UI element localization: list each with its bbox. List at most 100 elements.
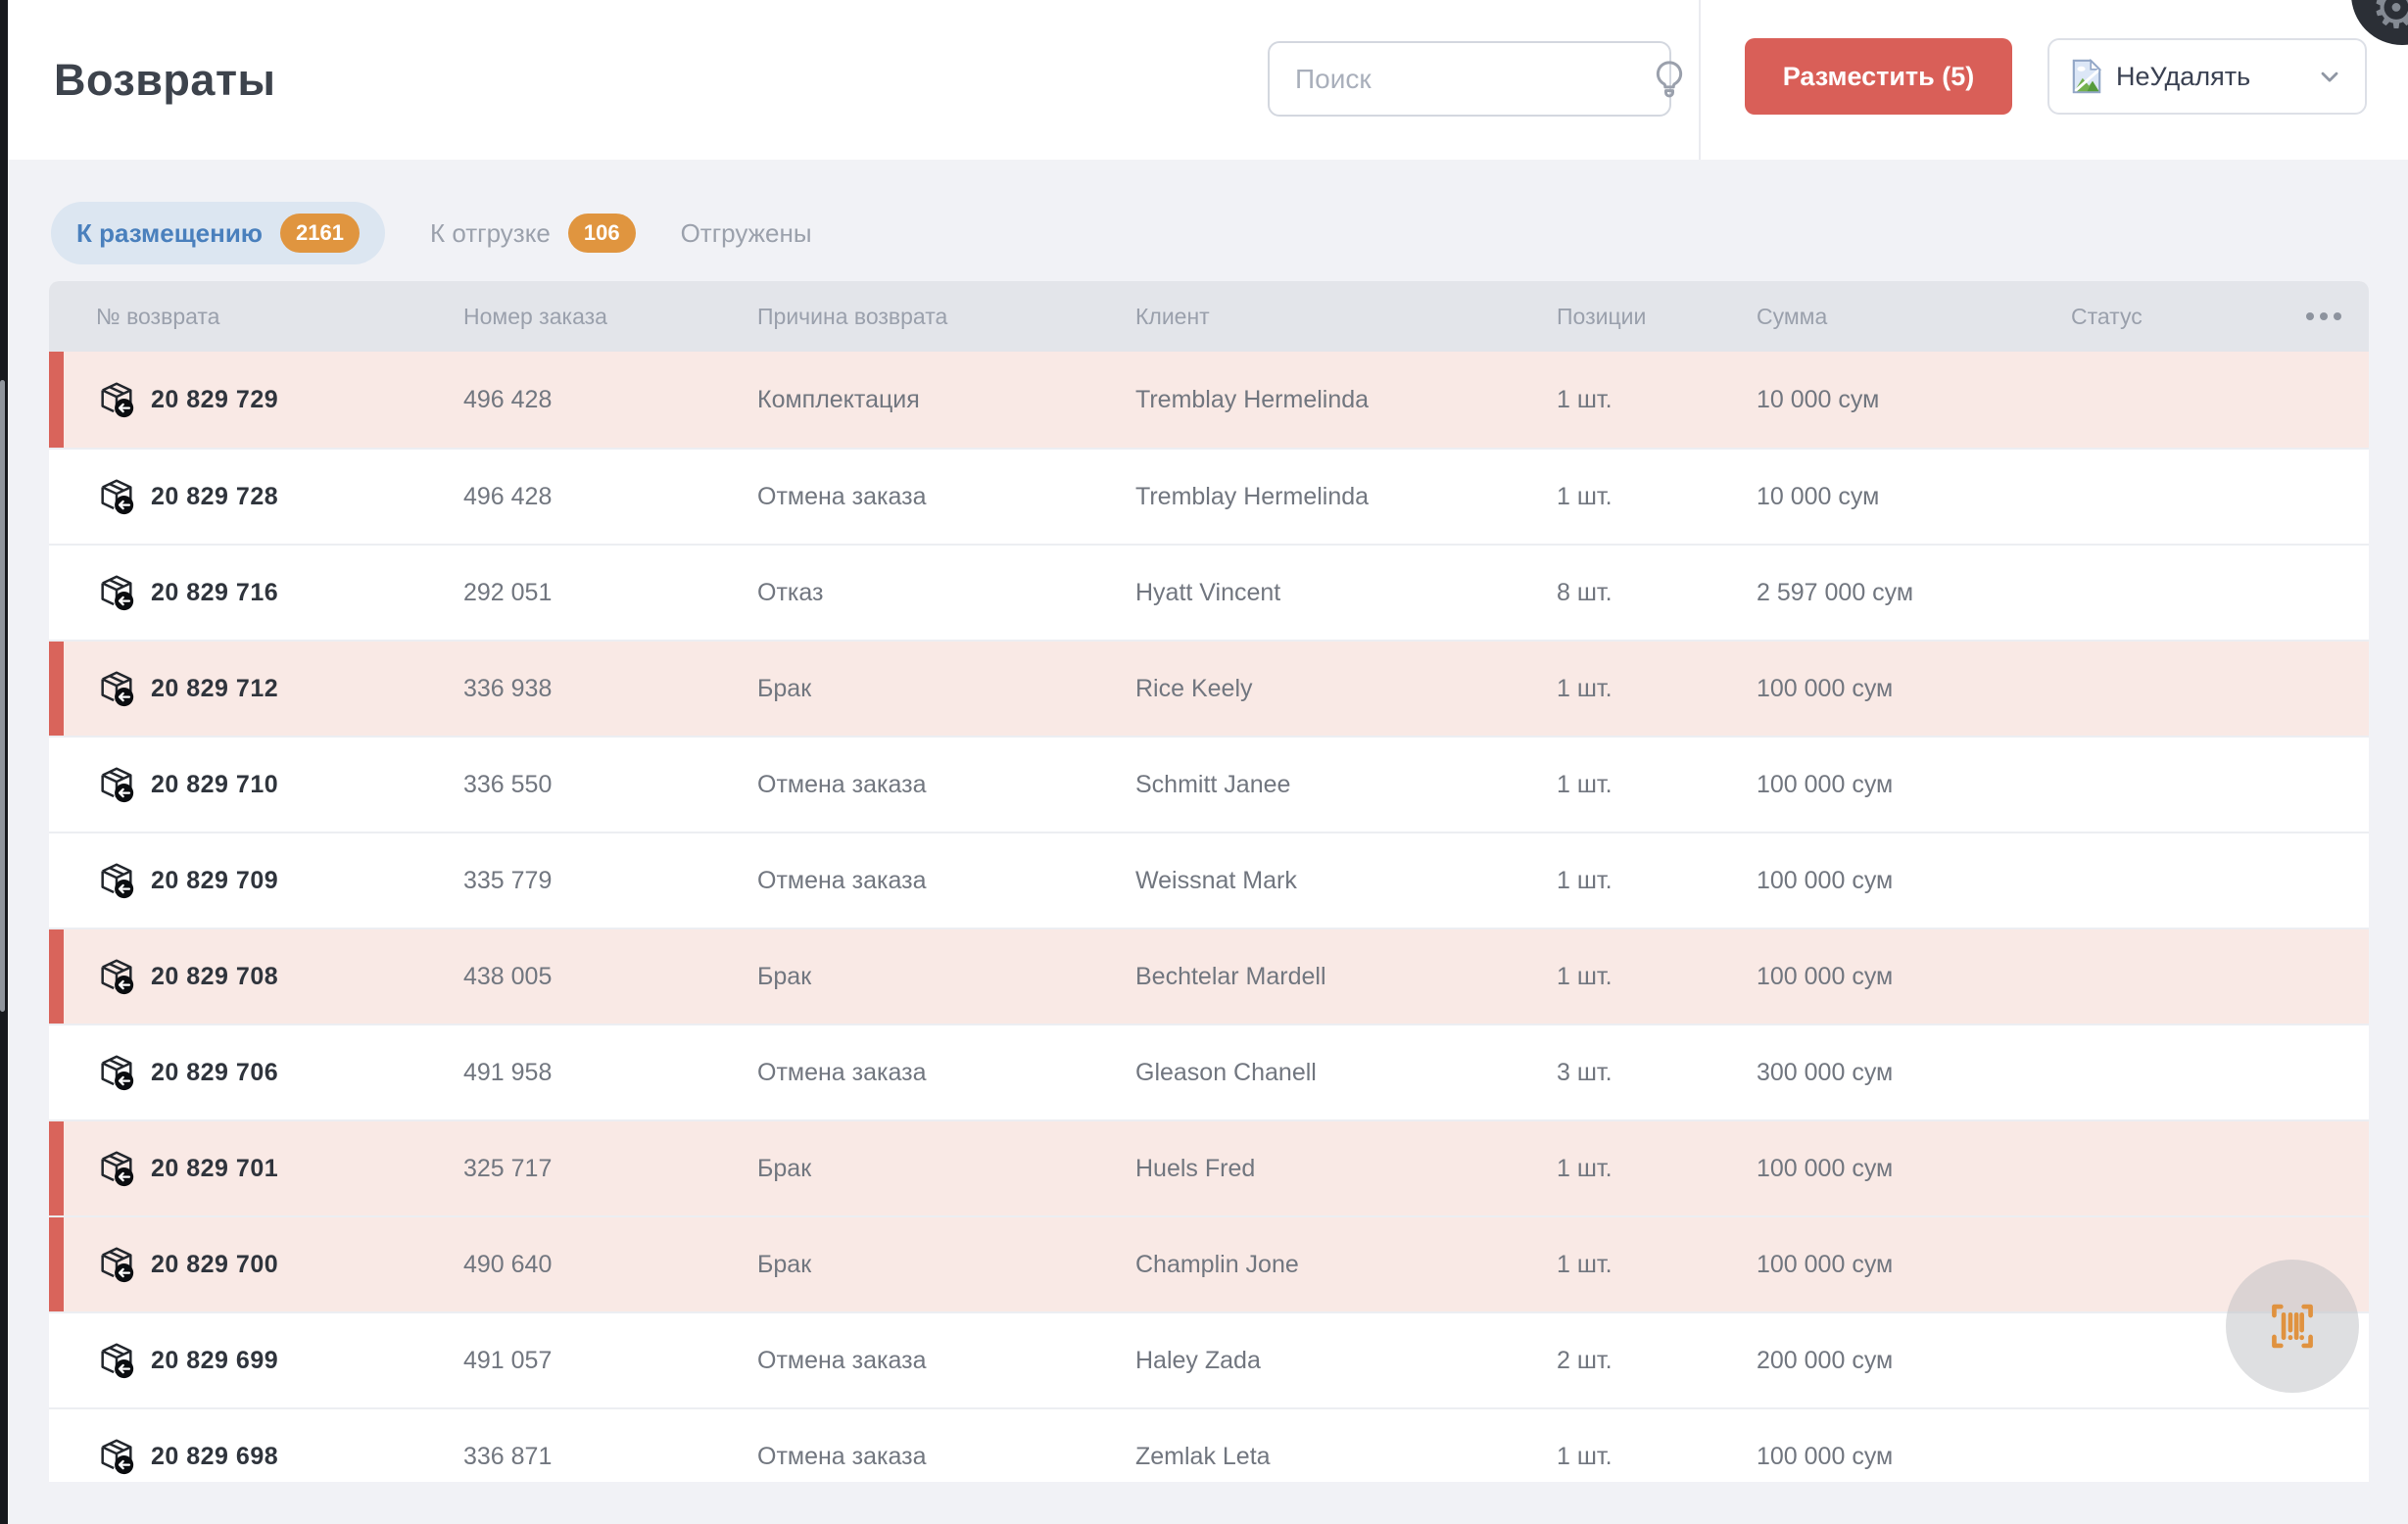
table-row[interactable]: 20 829 716 292 051 Отказ Hyatt Vincent 8… <box>49 544 2369 640</box>
positions: 1 шт. <box>1557 385 1613 413</box>
package-return-icon <box>101 863 134 899</box>
client-name: Huels Fred <box>1135 1154 1256 1182</box>
table-header-row: № возврата Номер заказа Причина возврата… <box>49 281 2369 352</box>
return-number: 20 829 710 <box>151 770 279 798</box>
dot <box>2306 312 2314 320</box>
sidebar-scrollbar[interactable] <box>0 380 5 1012</box>
table-row[interactable]: 20 829 728 496 428 Отмена заказа Trembla… <box>49 448 2369 544</box>
return-number: 20 829 699 <box>151 1346 279 1374</box>
columns-menu-button[interactable] <box>2306 312 2349 320</box>
return-reason: Отмена заказа <box>757 1346 927 1374</box>
client-name: Rice Keely <box>1135 674 1253 702</box>
package-return-icon <box>101 1343 134 1379</box>
order-number: 336 871 <box>463 1442 553 1470</box>
order-number: 491 958 <box>463 1058 553 1086</box>
client-name: Zemlak Leta <box>1135 1442 1271 1470</box>
lightbulb-icon <box>1656 60 1683 97</box>
amount: 100 000 сум <box>1757 1250 1894 1278</box>
return-number: 20 829 728 <box>151 482 279 510</box>
table-row[interactable]: 20 829 700 490 640 Брак Champlin Jone 1 … <box>49 1215 2369 1311</box>
dot <box>2334 312 2341 320</box>
package-return-icon <box>101 1439 134 1475</box>
search-box <box>1268 41 1683 117</box>
search-input[interactable] <box>1270 63 1649 95</box>
positions: 1 шт. <box>1557 1154 1613 1182</box>
client-name: Tremblay Hermelinda <box>1135 482 1370 510</box>
amount: 10 000 сум <box>1757 385 1880 413</box>
client-name: Champlin Jone <box>1135 1250 1299 1278</box>
chevron-down-icon <box>2321 71 2338 82</box>
dot <box>2320 312 2328 320</box>
return-reason: Отмена заказа <box>757 1058 927 1086</box>
amount: 300 000 сум <box>1757 1058 1894 1086</box>
col-status: Статус <box>2071 303 2143 329</box>
col-reason: Причина возврата <box>757 303 948 329</box>
tab-to-place[interactable]: К размещению 2161 <box>51 202 385 264</box>
positions: 1 шт. <box>1557 674 1613 702</box>
client-name: Bechtelar Mardell <box>1135 962 1326 990</box>
table-row[interactable]: 20 829 708 438 005 Брак Bechtelar Mardel… <box>49 928 2369 1024</box>
col-return-no: № возврата <box>96 303 220 329</box>
return-reason: Отмена заказа <box>757 482 927 510</box>
table-row[interactable]: 20 829 712 336 938 Брак Rice Keely 1 шт.… <box>49 640 2369 736</box>
client-name: Tremblay Hermelinda <box>1135 385 1370 413</box>
page-title: Возвраты <box>54 55 276 105</box>
positions: 2 шт. <box>1557 1346 1613 1374</box>
table-row[interactable]: 20 829 699 491 057 Отмена заказа Haley Z… <box>49 1311 2369 1407</box>
return-reason: Брак <box>757 1250 812 1278</box>
amount: 10 000 сум <box>1757 482 1880 510</box>
return-number: 20 829 708 <box>151 962 279 990</box>
client-name: Weissnat Mark <box>1135 866 1297 894</box>
header-divider <box>1699 0 1701 160</box>
place-button[interactable]: Разместить (5) <box>1745 38 2012 115</box>
amount: 100 000 сум <box>1757 1442 1894 1470</box>
barcode-icon <box>2272 1304 2313 1349</box>
client-name: Haley Zada <box>1135 1346 1261 1374</box>
order-number: 336 550 <box>463 770 553 798</box>
table-row[interactable]: 20 829 710 336 550 Отмена заказа Schmitt… <box>49 736 2369 832</box>
positions: 8 шт. <box>1557 578 1613 606</box>
tab-count-badge: 106 <box>567 214 636 253</box>
package-return-icon <box>101 1055 134 1091</box>
tab-count-badge: 2161 <box>280 214 360 253</box>
gear-icon: ⚙ <box>2371 0 2408 40</box>
return-number: 20 829 706 <box>151 1058 279 1086</box>
amount: 100 000 сум <box>1757 770 1894 798</box>
amount: 200 000 сум <box>1757 1346 1894 1374</box>
return-reason: Отмена заказа <box>757 866 927 894</box>
package-return-icon <box>101 479 134 515</box>
col-order-no: Номер заказа <box>463 303 607 329</box>
return-reason: Отмена заказа <box>757 770 927 798</box>
tab-shipped[interactable]: Отгружены <box>681 202 812 264</box>
barcode-scan-fab[interactable] <box>2226 1260 2359 1393</box>
table-row[interactable]: 20 829 709 335 779 Отмена заказа Weissna… <box>49 832 2369 928</box>
tab-label: К размещению <box>76 217 264 248</box>
delete-dropdown-label: НеУдалять <box>2116 61 2251 91</box>
table-row[interactable]: 20 829 698 336 871 Отмена заказа Zemlak … <box>49 1407 2369 1482</box>
return-reason: Отмена заказа <box>757 1442 927 1470</box>
order-number: 325 717 <box>463 1154 553 1182</box>
return-number: 20 829 700 <box>151 1250 279 1278</box>
return-reason: Комплектация <box>757 385 920 413</box>
package-return-icon <box>101 1247 134 1283</box>
table-row[interactable]: 20 829 706 491 958 Отмена заказа Gleason… <box>49 1024 2369 1119</box>
positions: 1 шт. <box>1557 482 1613 510</box>
table-row[interactable]: 20 829 729 496 428 Комплектация Tremblay… <box>49 352 2369 448</box>
package-return-icon <box>101 1151 134 1187</box>
amount: 100 000 сум <box>1757 866 1894 894</box>
amount: 100 000 сум <box>1757 1154 1894 1182</box>
col-amount: Сумма <box>1757 303 1828 329</box>
client-name: Hyatt Vincent <box>1135 578 1281 606</box>
tab-to-ship[interactable]: К отгрузке 106 <box>430 202 636 264</box>
return-reason: Брак <box>757 962 812 990</box>
order-number: 336 938 <box>463 674 553 702</box>
return-reason: Отказ <box>757 578 824 606</box>
status-tabs: К размещению 2161 К отгрузке 106 Отгруже… <box>51 202 812 264</box>
return-reason: Брак <box>757 674 812 702</box>
col-client: Клиент <box>1135 303 1210 329</box>
package-return-icon <box>101 575 134 611</box>
delete-dropdown[interactable]: НеУдалять <box>2047 38 2367 115</box>
table-row[interactable]: 20 829 701 325 717 Брак Huels Fred 1 шт.… <box>49 1119 2369 1215</box>
order-number: 496 428 <box>463 482 553 510</box>
